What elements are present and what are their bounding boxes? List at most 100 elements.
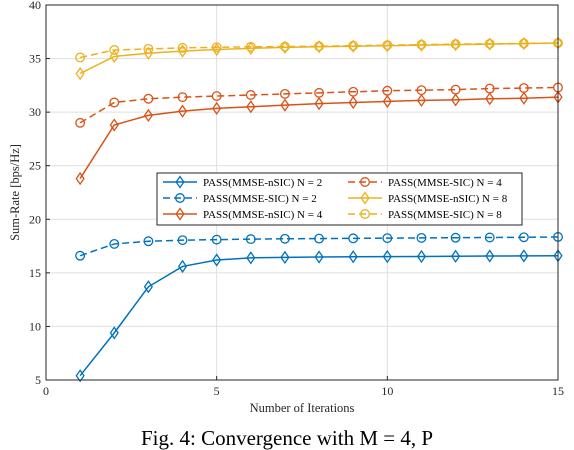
data-point xyxy=(416,85,427,96)
data-point xyxy=(211,91,222,102)
data-point xyxy=(109,326,119,340)
data-point xyxy=(416,39,427,50)
legend-box xyxy=(156,172,523,226)
legend-marker xyxy=(175,207,185,221)
data-point xyxy=(109,49,119,64)
x-tick-label: 0 xyxy=(43,384,49,398)
data-point xyxy=(177,44,188,58)
data-point xyxy=(484,38,495,49)
data-point xyxy=(450,232,461,243)
legend: PASS(MMSE-nSIC) N = 2 PASS(MMSE-SIC) N = … xyxy=(156,172,523,226)
data-point xyxy=(485,249,495,263)
data-point xyxy=(314,40,324,54)
data-point xyxy=(143,108,153,123)
y-tick-label: 20 xyxy=(29,212,41,226)
data-point xyxy=(416,232,427,243)
data-point xyxy=(143,236,154,247)
data-point xyxy=(279,41,290,52)
figure-caption: Fig. 4: Convergence with M = 4, P xyxy=(140,426,434,450)
legend-entry-label: PASS(MMSE-SIC) N = 2 xyxy=(203,193,317,205)
data-point xyxy=(484,232,495,243)
legend-marker xyxy=(360,177,370,187)
data-point xyxy=(75,117,86,128)
plot-frame xyxy=(45,4,559,381)
data-point xyxy=(416,249,427,264)
data-point xyxy=(245,234,256,245)
data-point xyxy=(382,85,393,96)
data-point xyxy=(382,39,392,53)
data-point xyxy=(280,40,290,54)
data-point xyxy=(348,86,359,97)
data-point xyxy=(485,92,495,106)
data-point xyxy=(177,104,188,118)
x-tick-label: 10 xyxy=(381,384,393,398)
data-point xyxy=(177,235,188,246)
data-point xyxy=(75,369,85,383)
data-point xyxy=(212,253,222,267)
data-point xyxy=(246,41,256,56)
data-point xyxy=(519,36,529,51)
y-tick-label: 5 xyxy=(35,373,41,387)
data-point xyxy=(451,249,461,263)
y-tick-label: 35 xyxy=(29,52,41,66)
y-axis-title: Sum-Rate [bps/Hz] xyxy=(8,144,22,241)
legend-marker xyxy=(360,209,370,219)
data-point xyxy=(518,232,529,243)
data-point xyxy=(245,41,256,52)
data-point xyxy=(212,101,222,116)
series-markers xyxy=(75,36,563,383)
data-point xyxy=(416,93,427,108)
legend-marker xyxy=(175,175,185,189)
data-point xyxy=(314,87,325,98)
data-point xyxy=(143,280,153,294)
data-point xyxy=(143,46,153,60)
series-line-3 xyxy=(79,96,559,179)
data-point xyxy=(484,83,495,94)
x-tick-label: 5 xyxy=(214,384,220,398)
data-point xyxy=(382,40,393,51)
legend-marker xyxy=(360,191,370,205)
x-tick-labels: 0 5 10 15 xyxy=(43,384,564,398)
y-tick-label: 10 xyxy=(29,319,41,333)
data-point xyxy=(518,38,529,49)
data-point xyxy=(212,42,222,57)
data-point xyxy=(382,249,392,264)
data-point xyxy=(177,92,188,103)
data-point xyxy=(75,66,85,81)
data-point xyxy=(246,100,256,114)
legend-entry-label: PASS(MMSE-SIC) N = 4 xyxy=(388,177,502,189)
y-tick-label: 15 xyxy=(29,266,41,280)
y-tick-label: 25 xyxy=(29,159,41,173)
series-line-2 xyxy=(79,236,559,257)
data-point xyxy=(245,90,256,100)
data-point xyxy=(450,84,461,95)
data-point xyxy=(519,249,529,263)
series-line-6 xyxy=(79,42,559,59)
data-point xyxy=(280,250,290,264)
data-point xyxy=(211,42,222,53)
x-tick-label: 15 xyxy=(552,384,564,398)
data-point xyxy=(314,233,325,244)
data-point xyxy=(143,43,154,54)
data-point xyxy=(109,97,120,108)
legend-entry-label: PASS(MMSE-nSIC) N = 2 xyxy=(203,177,322,189)
data-point xyxy=(280,98,290,112)
data-point xyxy=(75,171,85,186)
y-tick-label: 40 xyxy=(29,0,41,12)
data-point xyxy=(485,37,495,51)
data-point xyxy=(314,41,325,52)
data-point xyxy=(348,233,359,244)
legend-entry-label: PASS(MMSE-SIC) N = 8 xyxy=(388,209,502,221)
data-point xyxy=(451,37,461,52)
data-point xyxy=(348,95,358,110)
data-point xyxy=(279,233,290,244)
series-line-4 xyxy=(79,86,559,124)
data-point xyxy=(75,250,86,261)
data-point xyxy=(177,42,188,53)
data-point xyxy=(348,250,358,264)
data-point xyxy=(211,234,222,245)
data-point xyxy=(518,83,529,93)
data-point xyxy=(314,250,324,264)
data-point xyxy=(109,238,120,249)
legend-entry-label: PASS(MMSE-nSIC) N = 4 xyxy=(203,209,323,221)
